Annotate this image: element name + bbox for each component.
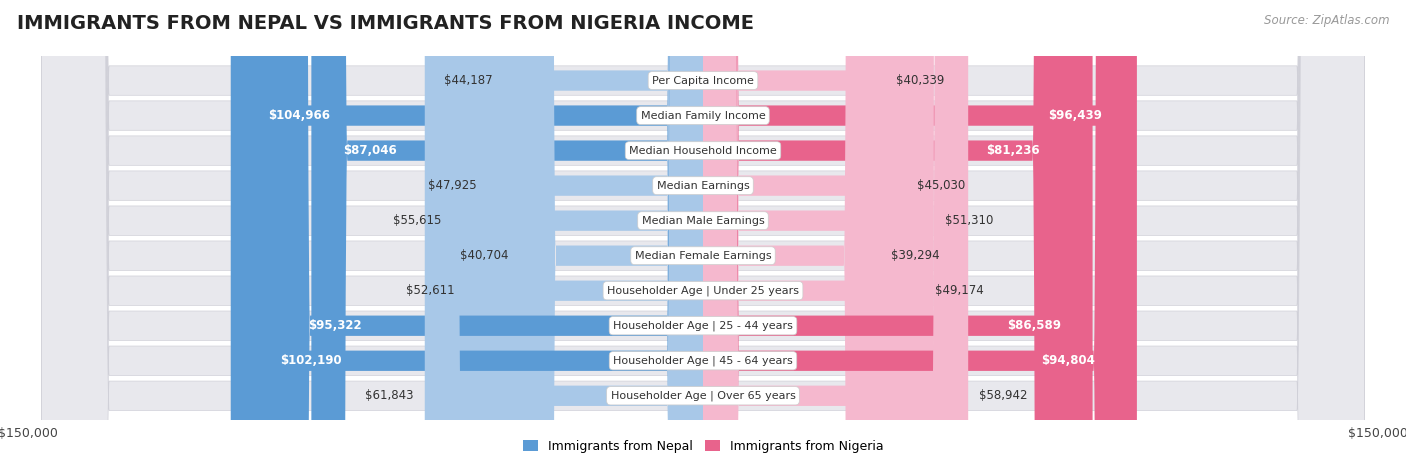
FancyBboxPatch shape bbox=[231, 0, 703, 467]
Text: Householder Age | 45 - 64 years: Householder Age | 45 - 64 years bbox=[613, 355, 793, 366]
Text: $39,294: $39,294 bbox=[891, 249, 939, 262]
Text: $87,046: $87,046 bbox=[343, 144, 396, 157]
FancyBboxPatch shape bbox=[703, 0, 1069, 467]
Text: $102,190: $102,190 bbox=[280, 354, 342, 367]
FancyBboxPatch shape bbox=[311, 0, 703, 467]
Text: $44,187: $44,187 bbox=[444, 74, 494, 87]
Legend: Immigrants from Nepal, Immigrants from Nigeria: Immigrants from Nepal, Immigrants from N… bbox=[517, 435, 889, 458]
FancyBboxPatch shape bbox=[243, 0, 703, 467]
FancyBboxPatch shape bbox=[42, 0, 1364, 467]
FancyBboxPatch shape bbox=[42, 0, 1364, 467]
FancyBboxPatch shape bbox=[703, 0, 1137, 467]
Text: $49,174: $49,174 bbox=[935, 284, 984, 297]
FancyBboxPatch shape bbox=[703, 0, 934, 467]
FancyBboxPatch shape bbox=[703, 0, 969, 467]
Text: Median Family Income: Median Family Income bbox=[641, 111, 765, 120]
FancyBboxPatch shape bbox=[42, 0, 1364, 467]
FancyBboxPatch shape bbox=[274, 0, 703, 467]
FancyBboxPatch shape bbox=[703, 0, 924, 467]
Text: $58,942: $58,942 bbox=[980, 389, 1028, 402]
Text: $94,804: $94,804 bbox=[1042, 354, 1095, 367]
Text: $52,611: $52,611 bbox=[406, 284, 456, 297]
Text: $104,966: $104,966 bbox=[269, 109, 330, 122]
Text: Median Earnings: Median Earnings bbox=[657, 181, 749, 191]
FancyBboxPatch shape bbox=[42, 0, 1364, 467]
Text: $95,322: $95,322 bbox=[308, 319, 363, 332]
Text: Source: ZipAtlas.com: Source: ZipAtlas.com bbox=[1264, 14, 1389, 27]
Text: Median Female Earnings: Median Female Earnings bbox=[634, 251, 772, 261]
Text: Householder Age | 25 - 44 years: Householder Age | 25 - 44 years bbox=[613, 320, 793, 331]
Text: $40,339: $40,339 bbox=[896, 74, 943, 87]
Text: $61,843: $61,843 bbox=[366, 389, 413, 402]
Text: $81,236: $81,236 bbox=[986, 144, 1039, 157]
FancyBboxPatch shape bbox=[42, 0, 1364, 467]
FancyBboxPatch shape bbox=[703, 0, 884, 467]
Text: $86,589: $86,589 bbox=[1008, 319, 1062, 332]
FancyBboxPatch shape bbox=[42, 0, 1364, 467]
FancyBboxPatch shape bbox=[42, 0, 1364, 467]
Text: $96,439: $96,439 bbox=[1049, 109, 1102, 122]
FancyBboxPatch shape bbox=[42, 0, 1364, 467]
FancyBboxPatch shape bbox=[425, 0, 703, 467]
Text: Householder Age | Over 65 years: Householder Age | Over 65 years bbox=[610, 390, 796, 401]
FancyBboxPatch shape bbox=[505, 0, 703, 467]
Text: $40,704: $40,704 bbox=[460, 249, 509, 262]
FancyBboxPatch shape bbox=[42, 0, 1364, 467]
Text: $45,030: $45,030 bbox=[917, 179, 965, 192]
FancyBboxPatch shape bbox=[703, 0, 905, 467]
FancyBboxPatch shape bbox=[703, 0, 1129, 467]
Text: Householder Age | Under 25 years: Householder Age | Under 25 years bbox=[607, 285, 799, 296]
FancyBboxPatch shape bbox=[703, 0, 880, 467]
FancyBboxPatch shape bbox=[42, 0, 1364, 467]
FancyBboxPatch shape bbox=[703, 0, 1092, 467]
Text: $55,615: $55,615 bbox=[394, 214, 441, 227]
FancyBboxPatch shape bbox=[488, 0, 703, 467]
Text: IMMIGRANTS FROM NEPAL VS IMMIGRANTS FROM NIGERIA INCOME: IMMIGRANTS FROM NEPAL VS IMMIGRANTS FROM… bbox=[17, 14, 754, 33]
FancyBboxPatch shape bbox=[520, 0, 703, 467]
Text: Median Household Income: Median Household Income bbox=[628, 146, 778, 156]
Text: $47,925: $47,925 bbox=[427, 179, 477, 192]
Text: Per Capita Income: Per Capita Income bbox=[652, 76, 754, 85]
FancyBboxPatch shape bbox=[467, 0, 703, 467]
Text: Median Male Earnings: Median Male Earnings bbox=[641, 216, 765, 226]
Text: $51,310: $51,310 bbox=[945, 214, 994, 227]
FancyBboxPatch shape bbox=[453, 0, 703, 467]
